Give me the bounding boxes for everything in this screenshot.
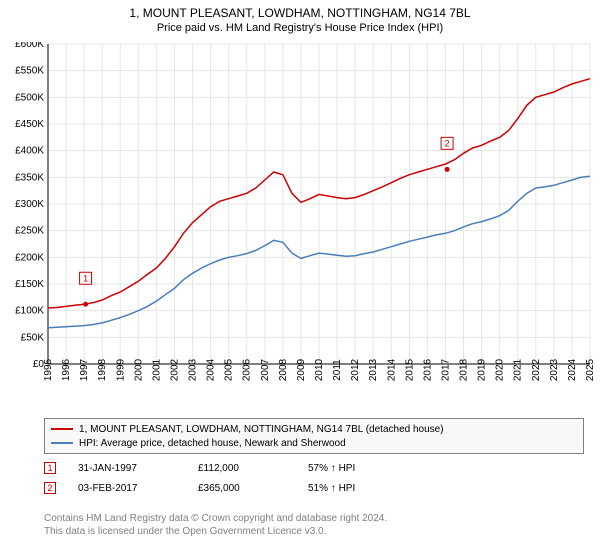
- svg-text:1997: 1997: [79, 358, 90, 381]
- svg-text:2015: 2015: [404, 358, 415, 381]
- footer-line1: Contains HM Land Registry data © Crown c…: [44, 512, 584, 525]
- svg-text:1: 1: [83, 273, 88, 283]
- svg-text:£150K: £150K: [15, 279, 44, 290]
- legend-label-hpi: HPI: Average price, detached house, Newa…: [79, 438, 346, 449]
- svg-text:£350K: £350K: [15, 172, 44, 183]
- sale-date-2: 03-FEB-2017: [78, 483, 198, 494]
- price-chart: £0£50K£100K£150K£200K£250K£300K£350K£400…: [4, 42, 596, 412]
- svg-text:£300K: £300K: [15, 199, 44, 210]
- svg-text:2019: 2019: [477, 358, 488, 381]
- title-subtitle: Price paid vs. HM Land Registry's House …: [0, 22, 600, 34]
- svg-text:2: 2: [445, 138, 450, 148]
- svg-text:2002: 2002: [169, 358, 180, 381]
- svg-text:2006: 2006: [242, 358, 253, 381]
- svg-text:£100K: £100K: [15, 306, 44, 317]
- svg-text:2021: 2021: [513, 358, 524, 381]
- svg-text:1999: 1999: [115, 358, 126, 381]
- sale-row-2: 2 03-FEB-2017 £365,000 51% ↑ HPI: [44, 478, 584, 498]
- sales-table: 1 31-JAN-1997 £112,000 57% ↑ HPI 2 03-FE…: [44, 458, 584, 498]
- svg-text:2007: 2007: [260, 358, 271, 381]
- svg-text:£250K: £250K: [15, 226, 44, 237]
- svg-text:1998: 1998: [97, 358, 108, 381]
- svg-text:2011: 2011: [332, 359, 343, 381]
- sale-date-1: 31-JAN-1997: [78, 463, 198, 474]
- svg-text:2008: 2008: [278, 358, 289, 381]
- title-address: 1, MOUNT PLEASANT, LOWDHAM, NOTTINGHAM, …: [0, 6, 600, 20]
- svg-text:£50K: £50K: [21, 332, 45, 343]
- svg-text:2018: 2018: [459, 358, 470, 381]
- svg-text:2010: 2010: [314, 358, 325, 381]
- sale-hpi-1: 57% ↑ HPI: [308, 463, 408, 474]
- svg-text:2014: 2014: [386, 358, 397, 381]
- svg-text:£500K: £500K: [15, 92, 44, 103]
- sale-marker-1: 1: [44, 462, 56, 474]
- sale-price-1: £112,000: [198, 463, 308, 474]
- svg-text:2025: 2025: [585, 358, 596, 381]
- svg-text:2023: 2023: [549, 358, 560, 381]
- svg-text:1995: 1995: [43, 358, 54, 381]
- svg-text:2017: 2017: [440, 358, 451, 381]
- svg-text:2005: 2005: [224, 358, 235, 381]
- svg-text:2012: 2012: [350, 358, 361, 381]
- legend-label-property: 1, MOUNT PLEASANT, LOWDHAM, NOTTINGHAM, …: [79, 424, 444, 435]
- legend-item-hpi: HPI: Average price, detached house, Newa…: [51, 436, 577, 450]
- chart-titles: 1, MOUNT PLEASANT, LOWDHAM, NOTTINGHAM, …: [0, 0, 600, 34]
- svg-text:2022: 2022: [531, 358, 542, 381]
- svg-text:£400K: £400K: [15, 146, 44, 157]
- footer-line2: This data is licensed under the Open Gov…: [44, 525, 584, 538]
- sale-hpi-2: 51% ↑ HPI: [308, 483, 408, 494]
- svg-text:2016: 2016: [422, 358, 433, 381]
- sale-marker-2: 2: [44, 482, 56, 494]
- svg-text:£450K: £450K: [15, 119, 44, 130]
- svg-text:2000: 2000: [133, 358, 144, 381]
- svg-text:2003: 2003: [188, 358, 199, 381]
- svg-text:2004: 2004: [206, 358, 217, 381]
- svg-text:2024: 2024: [567, 358, 578, 381]
- footer-attribution: Contains HM Land Registry data © Crown c…: [44, 508, 584, 538]
- svg-text:2020: 2020: [495, 358, 506, 381]
- svg-text:£200K: £200K: [15, 252, 44, 263]
- legend-item-property: 1, MOUNT PLEASANT, LOWDHAM, NOTTINGHAM, …: [51, 422, 577, 436]
- svg-text:1996: 1996: [61, 358, 72, 381]
- svg-text:£600K: £600K: [15, 42, 44, 50]
- sale-price-2: £365,000: [198, 483, 308, 494]
- sale-row-1: 1 31-JAN-1997 £112,000 57% ↑ HPI: [44, 458, 584, 478]
- svg-text:2001: 2001: [151, 358, 162, 381]
- legend: 1, MOUNT PLEASANT, LOWDHAM, NOTTINGHAM, …: [44, 418, 584, 454]
- svg-text:2013: 2013: [368, 358, 379, 381]
- legend-swatch-property: [51, 428, 73, 430]
- svg-text:2009: 2009: [296, 358, 307, 381]
- svg-text:£550K: £550K: [15, 66, 44, 77]
- legend-swatch-hpi: [51, 442, 73, 444]
